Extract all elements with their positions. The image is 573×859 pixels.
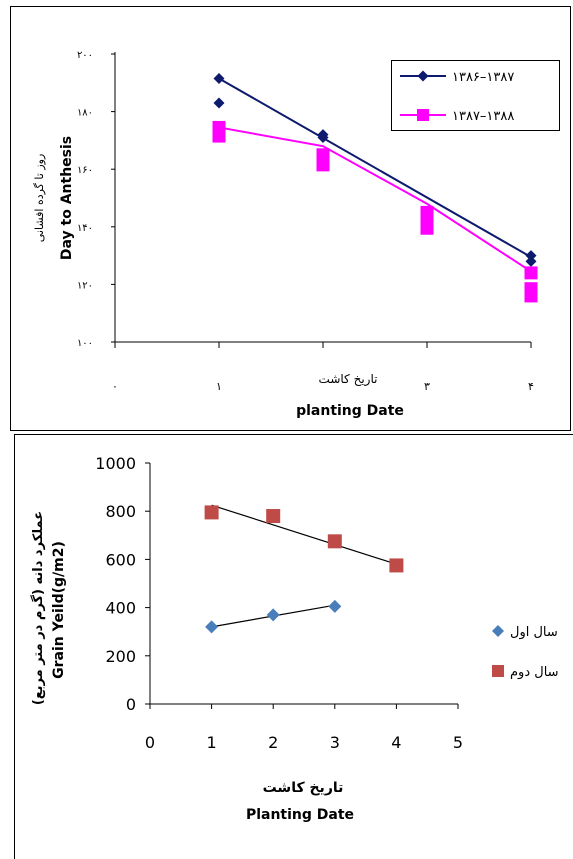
chart1-anthesis: ۱۰۰ ۱۲۰ ۱۴۰ ۱۶۰ ۱۸۰ ۲۰۰ ۰ ۱ ۳ ۴ bbox=[77, 50, 538, 393]
chart2-xtick-label: 3 bbox=[330, 733, 340, 752]
chart1-legend-marker-2 bbox=[417, 109, 429, 121]
chart2-ytick-label: 400 bbox=[105, 599, 136, 618]
chart2-series-1-point bbox=[205, 620, 219, 634]
chart1-xtick-label: ۰ bbox=[112, 380, 118, 393]
chart1-series-2-line bbox=[218, 126, 532, 273]
chart2-xtick-label: 5 bbox=[453, 733, 463, 752]
chart1-series-1-point bbox=[213, 97, 225, 109]
chart2-ytick-label: 1000 bbox=[95, 454, 136, 473]
chart2-series-2-point bbox=[204, 505, 219, 520]
chart1-series-1-point bbox=[317, 132, 329, 144]
chart2-legend: سال اول سال دوم bbox=[492, 625, 559, 680]
chart1-series-1-point bbox=[213, 72, 225, 84]
chart1-series-2-point bbox=[524, 266, 538, 280]
chart2-ylabel-fa: عملکرد دانه (گرم در متر مربع) bbox=[30, 511, 46, 705]
chart2-xlabel: Planting Date bbox=[246, 807, 354, 823]
chart2-series-2-point bbox=[389, 558, 404, 573]
chart2-grain-yield: 0 200 400 600 800 1000 0 1 2 3 4 5 bbox=[95, 454, 463, 752]
chart1-ylabel-fa: روز تا گرده افشانی bbox=[33, 154, 46, 243]
chart1-series-2-point bbox=[316, 158, 330, 172]
chart2-xlabel-fa: تاریخ کاشت bbox=[263, 780, 344, 796]
chart1-series-1-point bbox=[525, 250, 537, 262]
chart2-series-2-trendline bbox=[211, 504, 397, 565]
chart1-series-1-point bbox=[525, 255, 537, 267]
chart1-legend-label-2: ۱۳۸۷–۱۳۸۸ bbox=[452, 109, 514, 124]
chart1-ylabel: Day to Anthesis bbox=[59, 136, 75, 260]
chart2-ytick-label: 200 bbox=[105, 647, 136, 666]
chart2-ytick-label: 0 bbox=[126, 695, 136, 714]
chart1-legend-label-1: ۱۳۸۶–۱۳۸۷ bbox=[452, 70, 514, 85]
chart1-xtick-label: ۳ bbox=[424, 380, 430, 393]
chart2-xtick-label: 0 bbox=[145, 733, 155, 752]
chart2-legend-marker-1 bbox=[492, 625, 504, 637]
chart2-legend-label-2: سال دوم bbox=[510, 665, 559, 680]
chart1-series-2-point bbox=[420, 221, 434, 235]
chart2-xtick-label: 4 bbox=[391, 733, 401, 752]
chart2-ylabel: Grain Yeild(g/m2) bbox=[51, 541, 67, 679]
chart1-ytick-label: ۱۶۰ bbox=[77, 165, 93, 176]
chart1-legend-marker-1 bbox=[417, 70, 429, 82]
chart1-ytick-label: ۲۰۰ bbox=[77, 50, 93, 61]
chart2-ytick-label: 800 bbox=[105, 502, 136, 521]
chart1-xlabel: planting Date bbox=[296, 403, 404, 419]
chart1-ytick-label: ۱۸۰ bbox=[77, 108, 93, 119]
chart2-ytick-label: 600 bbox=[105, 550, 136, 569]
chart1-ytick-label: ۱۴۰ bbox=[77, 223, 93, 234]
chart1-ytick-label: ۱۲۰ bbox=[77, 280, 93, 291]
chart1-series-1-line bbox=[218, 77, 532, 258]
chart1-series-2-point bbox=[524, 289, 538, 303]
chart2-series-1-point bbox=[266, 608, 280, 622]
chart2-legend-marker-2 bbox=[492, 665, 504, 677]
chart1-xtick-label: ۱ bbox=[216, 380, 222, 393]
chart1-legend-entries: ۱۳۸۶–۱۳۸۷ ۱۳۸۷–۱۳۸۸ bbox=[400, 70, 514, 124]
chart2-xtick-label: 1 bbox=[207, 733, 217, 752]
chart2-legend-label-1: سال اول bbox=[510, 625, 558, 640]
chart1-xlabel-fa: تاریخ کاشت bbox=[319, 372, 378, 387]
chart1-xtick-label: ۴ bbox=[528, 380, 534, 393]
chart1-ytick-label: ۱۰۰ bbox=[77, 338, 93, 349]
chart2-frame bbox=[14, 434, 573, 859]
chart1-series-2-point bbox=[316, 148, 330, 162]
chart2-series-2-point bbox=[266, 509, 281, 524]
chart2-series-1-point bbox=[328, 599, 342, 613]
chart1-series-2-point bbox=[212, 129, 226, 143]
chart2-xtick-label: 2 bbox=[268, 733, 278, 752]
chart2-series-2-point bbox=[327, 534, 342, 549]
